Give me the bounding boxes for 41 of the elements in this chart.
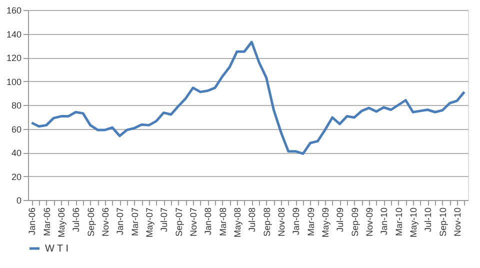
- y-tick-label: 80: [11, 100, 22, 110]
- x-tick-label: Nov-06: [100, 208, 110, 237]
- x-tick-label: May-07: [144, 208, 154, 238]
- y-tick-label: 20: [11, 172, 22, 182]
- x-tick-label: Jul-10: [423, 208, 434, 232]
- y-tick-label: 160: [6, 6, 22, 16]
- x-tick-label: Nov-09: [364, 208, 374, 237]
- x-tick-label: Sep-08: [262, 208, 272, 237]
- x-tick-label: Mar-07: [130, 208, 140, 236]
- x-tick-label: Sep-09: [350, 208, 360, 237]
- line-series: [30, 40, 466, 155]
- x-tick-label: Jan-09: [291, 208, 302, 236]
- x-tick-label: Jan-06: [27, 208, 38, 236]
- x-tick-label: May-10: [408, 208, 418, 238]
- x-tick-label: Nov-10: [452, 208, 462, 237]
- x-tick-label: Jul-09: [335, 208, 346, 232]
- x-tick-label: Jul-08: [247, 208, 258, 232]
- x-tick-label: Sep-10: [438, 208, 448, 237]
- x-tick-label: Sep-07: [174, 208, 184, 237]
- x-tick-label: Jul-06: [71, 208, 82, 232]
- x-tick-label: Jul-07: [159, 208, 170, 232]
- x-tick-label: Jan-08: [203, 208, 214, 236]
- x-tick-label: Jan-10: [379, 208, 390, 236]
- x-tick-label: Jan-07: [115, 208, 126, 236]
- y-tick-label: 40: [11, 148, 22, 158]
- x-tick-label: May-06: [56, 208, 66, 238]
- x-tick-label: May-09: [320, 208, 330, 238]
- legend-label: W T I: [45, 244, 69, 254]
- x-tick-label: Mar-06: [42, 208, 52, 236]
- x-tick-label: Mar-09: [306, 208, 316, 236]
- y-tick-label: 140: [6, 29, 22, 40]
- y-tick-label: 120: [6, 53, 22, 63]
- y-tick-label: 100: [6, 76, 22, 87]
- x-tick-label: Nov-08: [276, 208, 286, 237]
- x-tick-label: May-08: [232, 208, 242, 238]
- x-tick-label: Nov-07: [188, 208, 198, 237]
- x-tick-label: Mar-10: [394, 208, 404, 236]
- y-tick-label: 0: [16, 196, 22, 206]
- x-tick-label: Mar-08: [218, 208, 228, 236]
- y-tick-label: 60: [11, 124, 22, 134]
- x-tick-label: Sep-06: [86, 208, 96, 237]
